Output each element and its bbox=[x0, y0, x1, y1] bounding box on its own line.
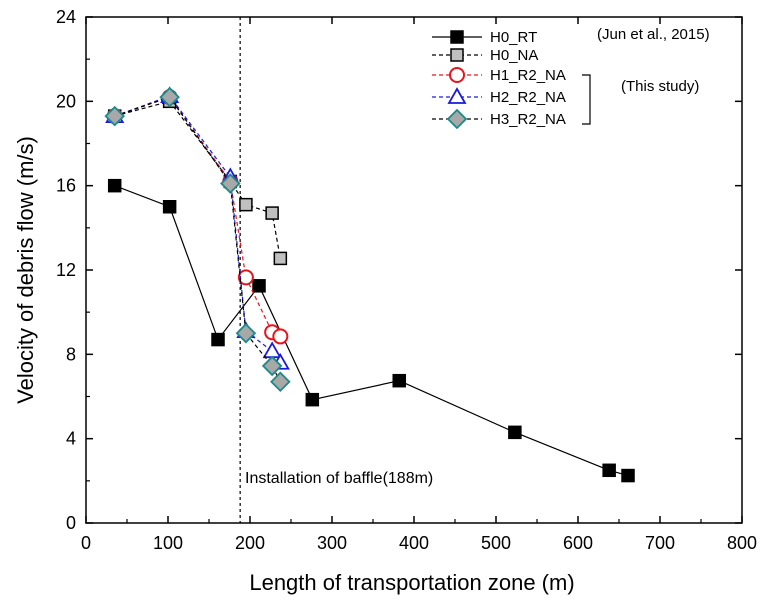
data-point bbox=[239, 197, 253, 212]
legend-item: H0_NA bbox=[432, 47, 538, 64]
source-label: (Jun et al., 2015) bbox=[597, 26, 710, 43]
y-tick-label: 16 bbox=[56, 176, 76, 196]
baffle-label: Installation of baffle(188m) bbox=[245, 470, 433, 487]
x-tick-label: 0 bbox=[81, 533, 91, 553]
legend-item: H1_R2_NA bbox=[432, 67, 566, 84]
y-tick-label: 0 bbox=[66, 513, 76, 533]
y-tick-label: 20 bbox=[56, 91, 76, 111]
data-point bbox=[252, 279, 266, 293]
series-line bbox=[114, 185, 629, 477]
x-tick-label: 300 bbox=[317, 533, 347, 553]
x-tick-label: 500 bbox=[481, 533, 511, 553]
data-point bbox=[265, 206, 279, 220]
data-point bbox=[602, 463, 616, 478]
legend-item: H3_R2_NA bbox=[432, 108, 566, 130]
series-h0-rt bbox=[107, 178, 635, 483]
data-point bbox=[392, 373, 406, 388]
data-point bbox=[305, 392, 320, 407]
x-tick-label: 600 bbox=[563, 533, 593, 553]
series-layer bbox=[104, 86, 635, 483]
data-point bbox=[273, 251, 288, 266]
data-point bbox=[508, 425, 522, 440]
legend-label: H0_RT bbox=[490, 29, 537, 46]
legend-marker bbox=[447, 87, 467, 104]
legend-label: H1_R2_NA bbox=[490, 67, 566, 84]
y-axis-label: Velocity of debris flow (m/s) bbox=[13, 136, 38, 404]
legend-marker bbox=[450, 48, 464, 62]
x-axis-label: Length of transportation zone (m) bbox=[249, 570, 574, 595]
series-h1-r2-na bbox=[106, 89, 289, 345]
series-h3-r2-na bbox=[104, 86, 291, 393]
legend-label: H3_R2_NA bbox=[490, 111, 566, 128]
legend-marker bbox=[450, 30, 464, 44]
data-point bbox=[107, 178, 122, 193]
data-point bbox=[261, 355, 283, 377]
legend-label: H2_R2_NA bbox=[490, 89, 566, 106]
data-point bbox=[237, 269, 254, 286]
y-tick-label: 4 bbox=[66, 429, 76, 449]
data-point bbox=[270, 371, 291, 393]
legend-marker bbox=[449, 67, 465, 83]
y-tick-label: 12 bbox=[56, 260, 76, 280]
legend-item: H2_R2_NA bbox=[432, 87, 566, 106]
data-point bbox=[162, 200, 177, 214]
series-h0-na bbox=[107, 94, 288, 266]
x-tick-label: 100 bbox=[153, 533, 183, 553]
x-tick-label: 700 bbox=[645, 533, 675, 553]
data-point bbox=[272, 328, 289, 345]
x-tick-label: 800 bbox=[727, 533, 757, 553]
study-label: (This study) bbox=[621, 78, 699, 95]
data-point bbox=[211, 332, 225, 347]
data-point bbox=[104, 105, 125, 127]
y-tick-label: 8 bbox=[66, 344, 76, 364]
legend-marker bbox=[446, 108, 468, 130]
legend-item: H0_RT bbox=[432, 29, 537, 46]
y-tick-label: 24 bbox=[56, 7, 76, 27]
data-point bbox=[159, 86, 180, 108]
data-point bbox=[262, 341, 282, 359]
series-line bbox=[114, 96, 281, 383]
data-point bbox=[621, 468, 635, 483]
x-tick-label: 400 bbox=[399, 533, 429, 553]
data-point bbox=[235, 322, 257, 344]
series-h2-r2-na bbox=[105, 86, 290, 370]
axes-layer: 0 100 200 300 400 500 600 700 800 0 4 8 12 16 20 24 bbox=[56, 7, 757, 553]
data-point bbox=[220, 173, 241, 194]
legend-bracket bbox=[582, 74, 591, 125]
legend-label: H0_NA bbox=[490, 47, 538, 64]
series-line bbox=[114, 100, 281, 259]
x-tick-label: 200 bbox=[235, 533, 265, 553]
series-line bbox=[114, 96, 281, 337]
